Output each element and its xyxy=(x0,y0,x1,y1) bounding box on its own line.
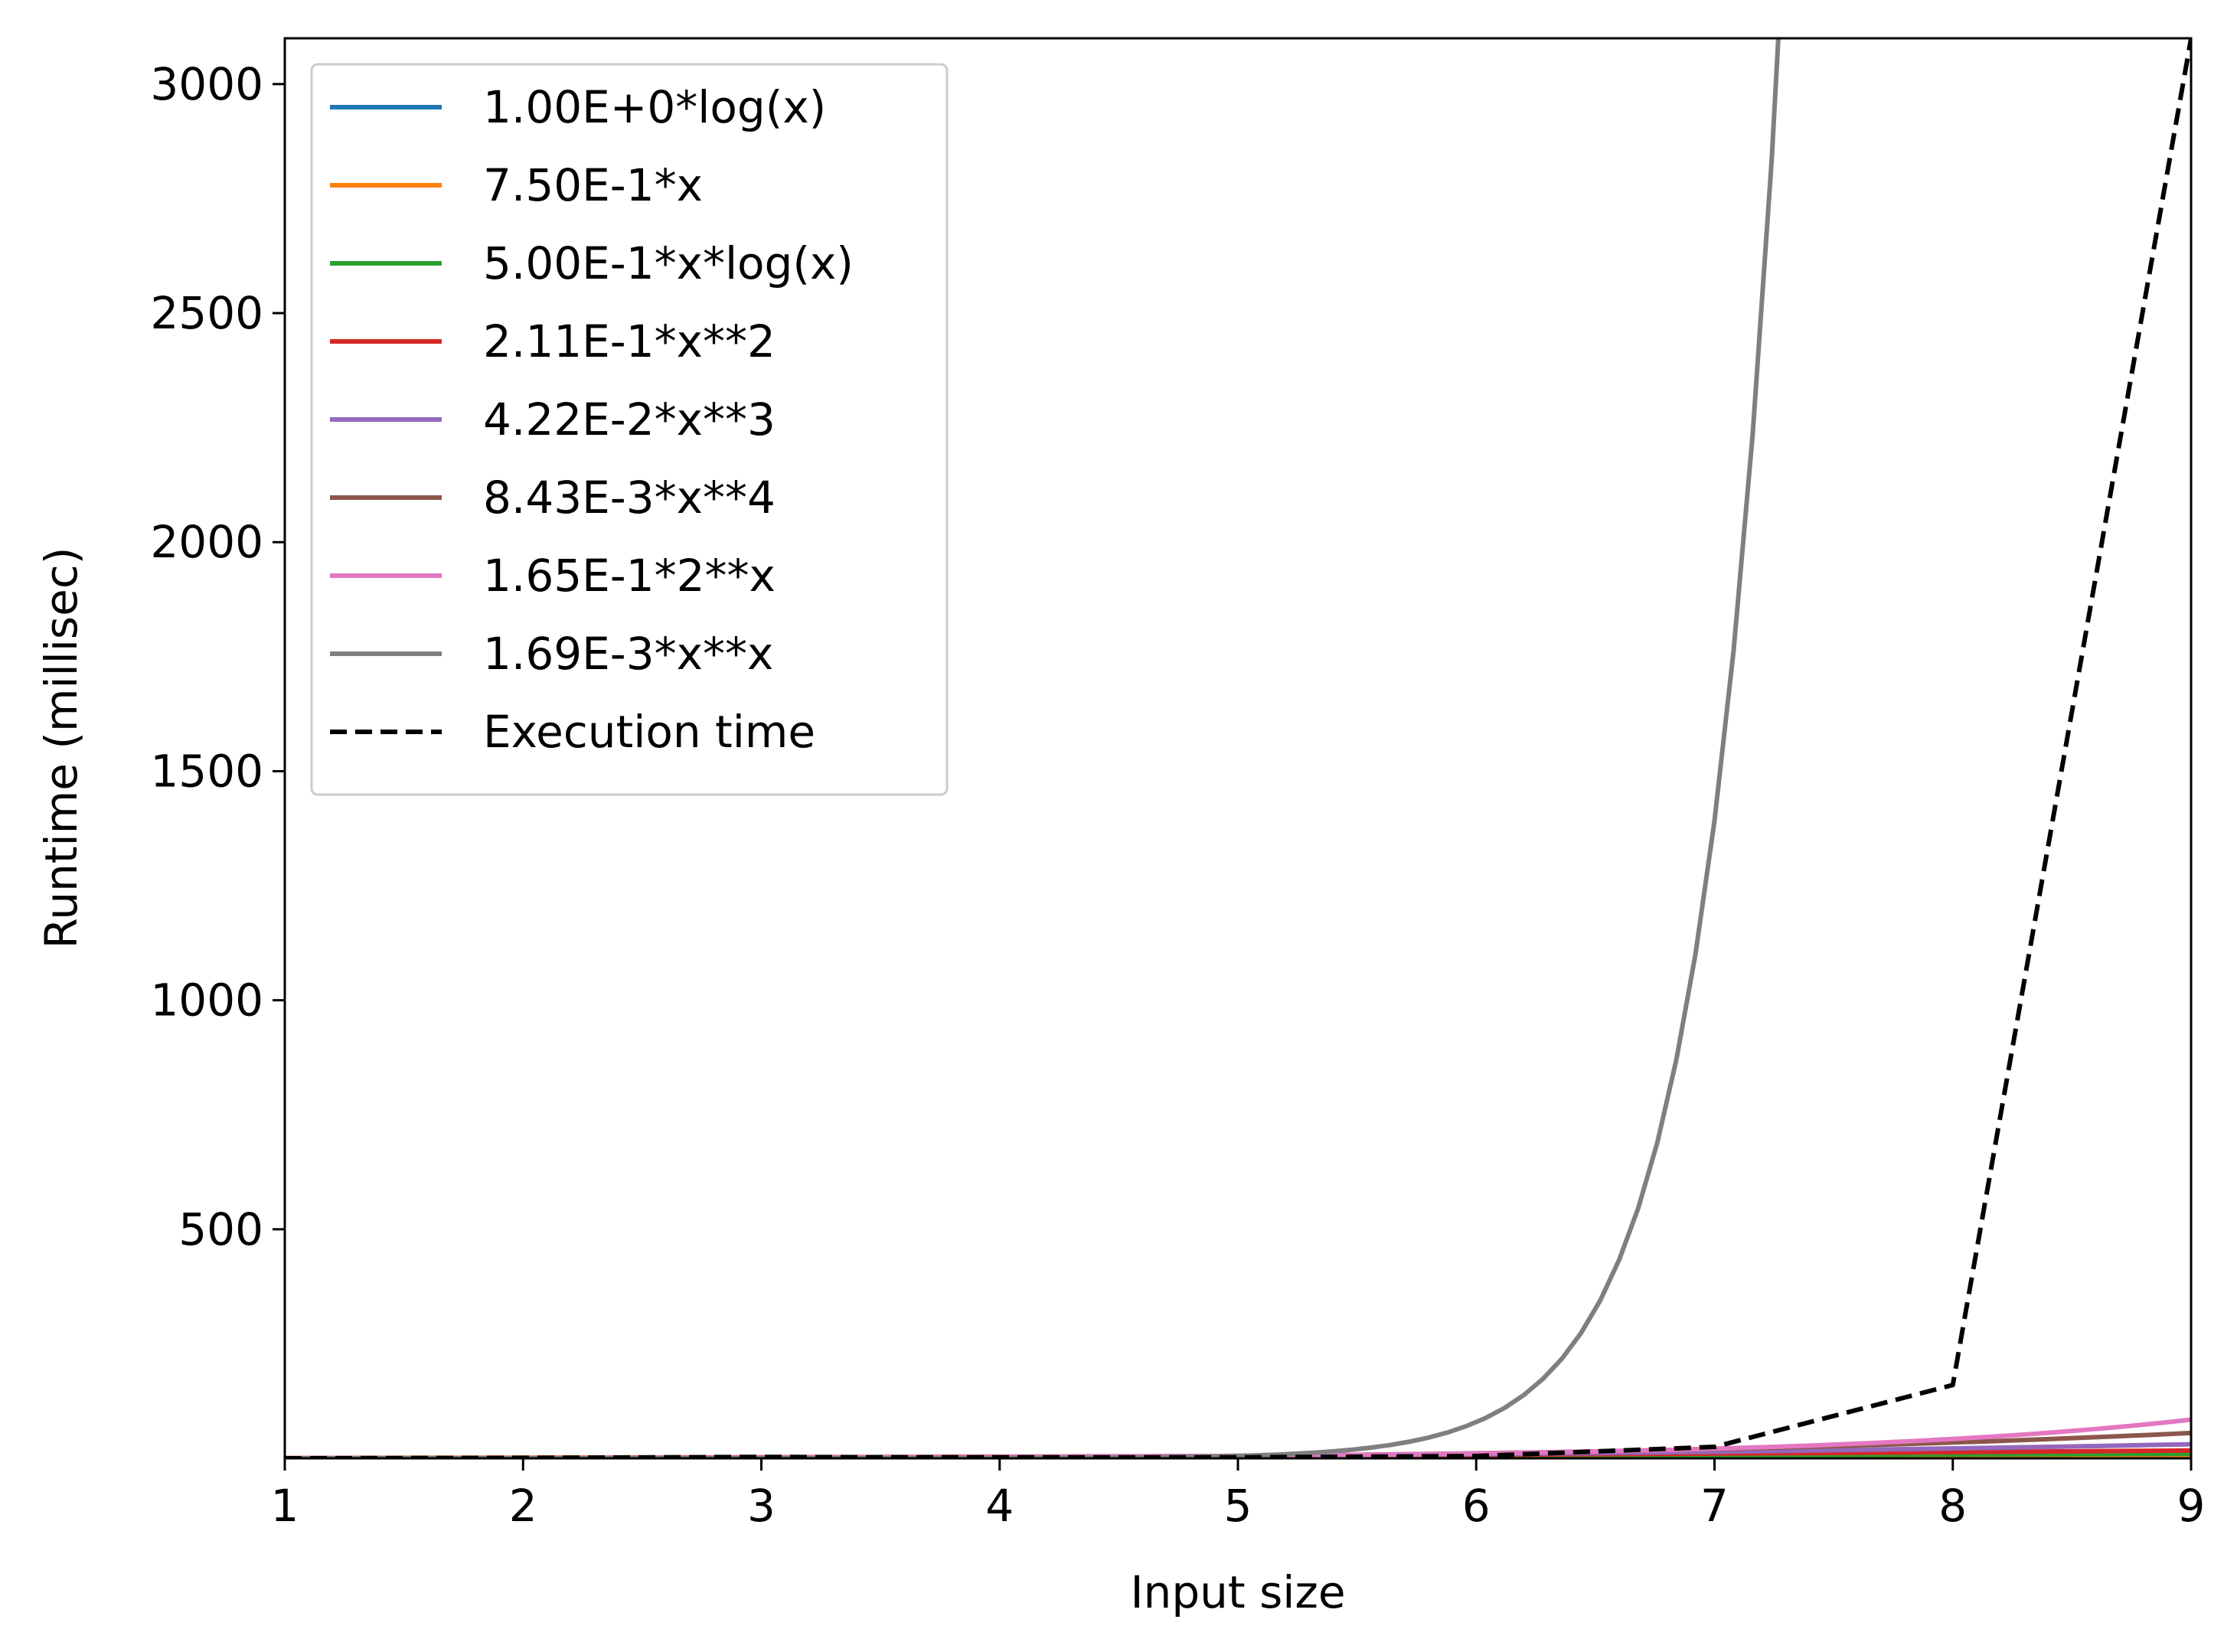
y-tick-label: 3000 xyxy=(150,58,263,110)
x-tick-label: 4 xyxy=(985,1480,1014,1532)
legend-label: 8.43E-3*x**4 xyxy=(483,472,776,524)
legend: 1.00E+0*log(x) 7.50E-1*x 5.00E-1*x*log(x) 2… xyxy=(310,63,949,796)
x-axis-title: Input size xyxy=(1130,1566,1345,1618)
y-tick-label: 2500 xyxy=(150,287,263,339)
y-axis-title: Runtime (millisec) xyxy=(35,547,87,949)
legend-box xyxy=(310,63,949,796)
legend-label: 5.00E-1*x*log(x) xyxy=(483,237,854,289)
legend-label: Execution time xyxy=(483,706,815,758)
legend-label: 7.50E-1*x xyxy=(483,159,703,211)
y-tick-label: 1000 xyxy=(150,975,263,1027)
legend-label: 1.69E-3*x**x xyxy=(483,628,773,680)
legend-label: 1.65E-1*2**x xyxy=(483,550,776,602)
x-tick-label: 2 xyxy=(509,1480,537,1532)
y-axis: 500 1000 1500 2000 2500 3000 xyxy=(150,58,285,1255)
y-tick-label: 2000 xyxy=(150,516,263,568)
x-tick-label: 3 xyxy=(747,1480,776,1532)
legend-label: 2.11E-1*x**2 xyxy=(483,315,776,367)
y-tick-label: 1500 xyxy=(150,745,263,797)
y-tick-label: 500 xyxy=(178,1203,263,1255)
x-axis: 1 2 3 4 5 6 7 8 9 xyxy=(271,1458,2206,1532)
x-tick-label: 9 xyxy=(2177,1480,2206,1532)
x-tick-label: 5 xyxy=(1224,1480,1252,1532)
x-tick-label: 8 xyxy=(1938,1480,1967,1532)
x-tick-label: 7 xyxy=(1700,1480,1729,1532)
legend-label: 1.00E+0*log(x) xyxy=(483,81,826,133)
x-tick-label: 6 xyxy=(1462,1480,1491,1532)
legend-label: 4.22E-2*x**3 xyxy=(483,393,776,446)
x-tick-label: 1 xyxy=(271,1480,299,1532)
